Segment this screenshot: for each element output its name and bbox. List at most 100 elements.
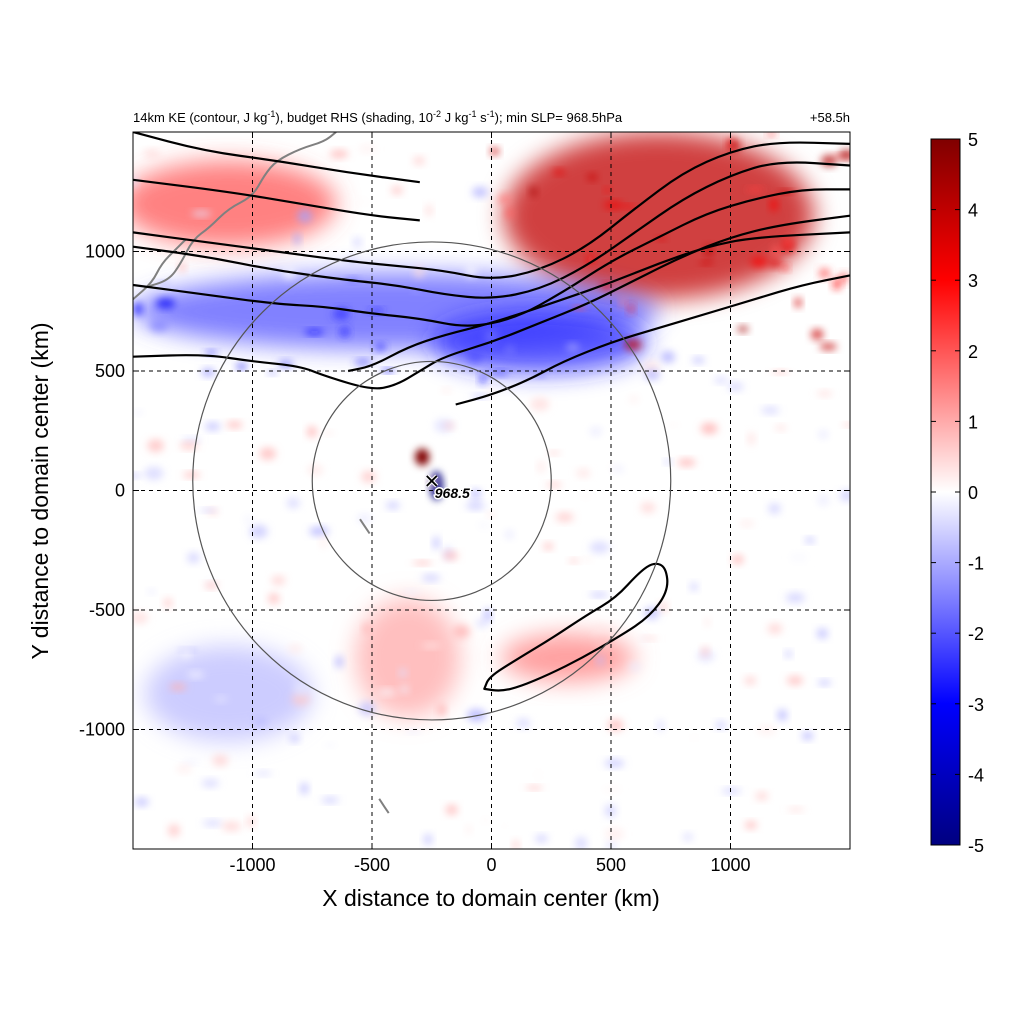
texture-speckle: [628, 395, 640, 404]
texture-speckle: [667, 422, 680, 428]
texture-speckle: [249, 524, 268, 539]
texture-speckle: [400, 685, 409, 694]
texture-speckle: [565, 343, 580, 352]
texture-speckle: [236, 364, 248, 370]
texture-speckle: [816, 628, 828, 639]
texture-speckle: [437, 704, 446, 717]
texture-speckle: [699, 260, 714, 266]
x-tick-label: 0: [486, 855, 496, 875]
texture-speckle: [785, 592, 805, 603]
texture-speckle: [739, 520, 755, 527]
coastline: [359, 518, 371, 535]
texture-speckle: [805, 537, 815, 543]
texture-speckle: [202, 820, 223, 827]
texture-speckle: [182, 759, 199, 765]
texture-speckle: [768, 258, 782, 268]
texture-speckle: [603, 786, 622, 793]
texture-speckle: [412, 560, 433, 566]
texture-speckle: [644, 369, 660, 381]
texture-speckle: [476, 618, 487, 628]
texture-speckle: [204, 582, 218, 589]
texture-speckle: [810, 329, 824, 340]
colorbar-tick-label: -5: [968, 836, 984, 856]
texture-speckle: [466, 502, 485, 510]
texture-speckle: [801, 731, 814, 740]
shading-positive-northwest-band: [133, 160, 337, 247]
texture-speckle: [589, 592, 609, 598]
texture-speckle: [353, 237, 362, 248]
center-marker: [426, 475, 438, 487]
x-tick-label: 500: [596, 855, 626, 875]
texture-speckle: [287, 644, 303, 653]
texture-speckle: [677, 458, 696, 467]
y-tick-label: -500: [89, 600, 125, 620]
texture-speckle: [323, 742, 337, 748]
texture-speckle: [352, 197, 370, 206]
texture-speckle: [611, 464, 625, 474]
texture-speckle: [731, 554, 744, 565]
texture-speckle: [624, 338, 642, 351]
texture-speckle: [548, 450, 560, 456]
texture-speckle: [443, 551, 459, 560]
texture-speckle: [658, 601, 668, 612]
colorbar-tick-label: -3: [968, 695, 984, 715]
texture-speckle: [205, 350, 217, 356]
texture-speckle: [432, 536, 440, 550]
texture-speckle: [187, 671, 205, 679]
texture-speckle: [143, 149, 161, 158]
texture-speckle: [794, 297, 802, 308]
texture-speckle: [592, 625, 613, 636]
texture-speckle: [555, 512, 574, 522]
x-tick-label: -1000: [229, 855, 275, 875]
texture-speckle: [405, 729, 422, 734]
coastline-layer: [133, 132, 390, 814]
texture-speckle: [476, 520, 492, 530]
shading-weak-negative-west: [144, 645, 313, 742]
texture-speckle: [621, 204, 636, 209]
texture-speckle: [603, 201, 624, 209]
texture-speckle: [818, 268, 831, 279]
texture-layer: [133, 132, 850, 849]
colorbar-tick-label: 4: [968, 201, 978, 221]
texture-speckle: [689, 735, 699, 740]
texture-speckle: [204, 422, 221, 431]
texture-speckle: [304, 329, 324, 336]
texture-speckle: [226, 421, 243, 429]
texture-speckle: [546, 482, 563, 488]
coastline: [378, 798, 390, 814]
texture-speckle: [589, 426, 603, 436]
coastline: [133, 238, 187, 301]
texture-speckle: [374, 342, 387, 352]
texture-speckle: [168, 824, 180, 837]
texture-speckle: [604, 759, 625, 768]
texture-speckle: [465, 824, 472, 835]
texture-speckle: [744, 676, 757, 685]
texture-speckle: [526, 785, 543, 790]
texture-speckle: [750, 256, 769, 268]
texture-speckle: [268, 370, 277, 376]
texture-speckle: [187, 552, 200, 563]
texture-speckle: [452, 624, 471, 639]
texture-speckle: [191, 210, 212, 217]
texture-speckle: [774, 425, 787, 431]
y-tick-label: 1000: [85, 242, 125, 262]
texture-speckle: [575, 836, 588, 849]
chart-title: 14km KE (contour, J kg-1), budget RHS (s…: [133, 109, 623, 125]
texture-speckle: [581, 557, 593, 563]
texture-speckle: [334, 655, 344, 669]
texture-speckle: [297, 209, 313, 223]
ke-contour: [133, 178, 420, 222]
texture-speckle: [309, 526, 329, 536]
texture-speckle: [582, 491, 589, 499]
texture-speckle: [785, 650, 792, 658]
texture-speckle: [607, 719, 624, 732]
texture-speckle: [246, 815, 255, 828]
texture-speckle: [504, 529, 514, 540]
texture-speckle: [381, 368, 395, 373]
texture-speckle: [201, 779, 220, 788]
texture-speckle: [254, 717, 268, 727]
texture-speckle: [842, 422, 850, 427]
forecast-time-label: +58.5h: [810, 110, 850, 125]
texture-speckle: [682, 833, 694, 841]
